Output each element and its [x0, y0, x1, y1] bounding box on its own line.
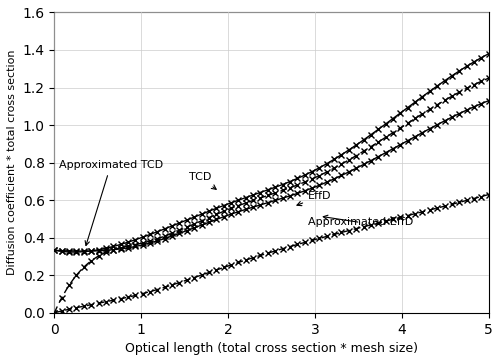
Text: EffD: EffD [297, 191, 332, 206]
Text: Approximated EffD: Approximated EffD [308, 215, 413, 227]
X-axis label: Optical length (total cross section * mesh size): Optical length (total cross section * me… [125, 342, 418, 355]
Text: Approximated TCD: Approximated TCD [58, 160, 163, 245]
Y-axis label: Diffusion coefficient * total cross section: Diffusion coefficient * total cross sect… [7, 50, 17, 275]
Text: TCD: TCD [189, 172, 216, 189]
